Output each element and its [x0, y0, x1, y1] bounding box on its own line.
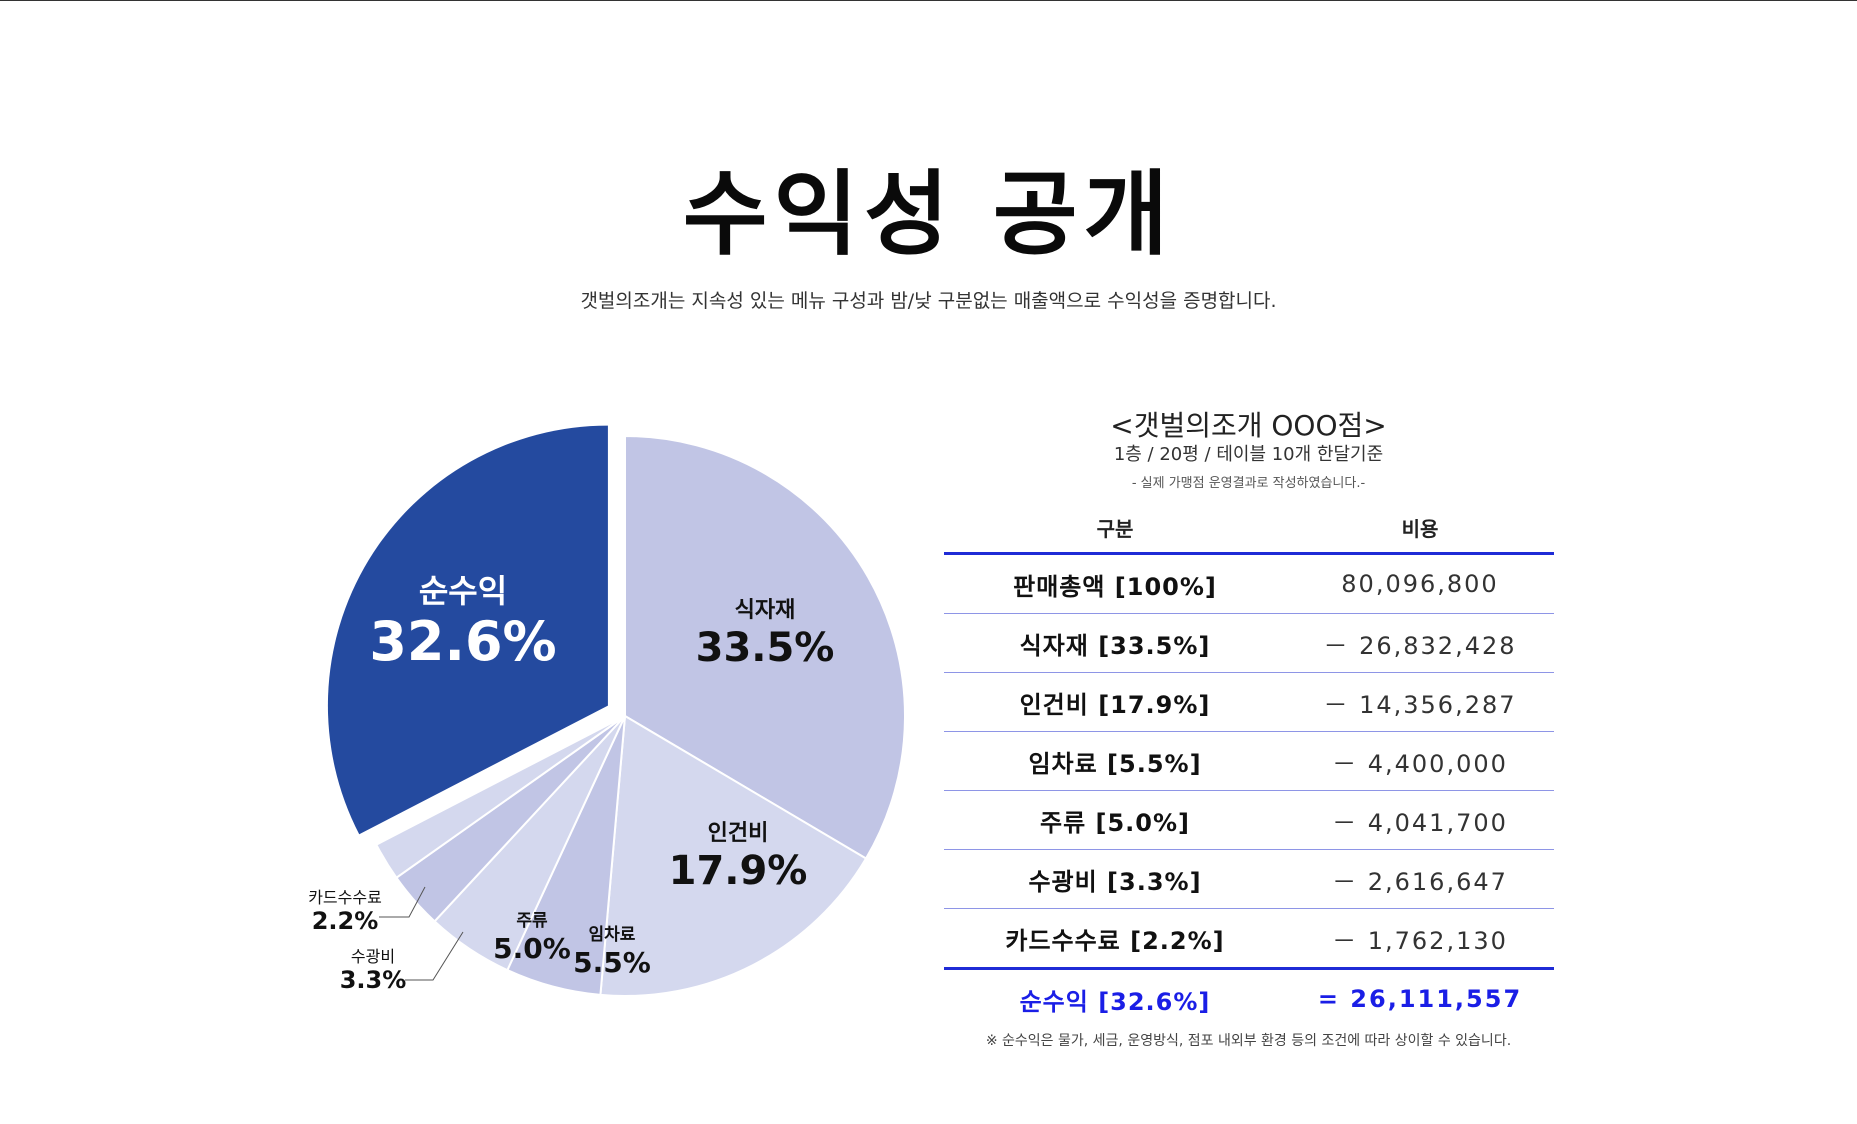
callout-line — [379, 886, 426, 918]
table-row: 수광비 [3.3%] － 2,616,647 — [944, 849, 1554, 909]
pie-slice — [327, 425, 608, 835]
column-header-amount: 비용 — [1286, 512, 1554, 555]
slice-label: 인건비 — [708, 821, 769, 846]
row-amount: － 4,400,000 — [1286, 731, 1554, 791]
slice-value-label: 5.0% — [493, 932, 571, 965]
slice-label: 순수익 — [419, 572, 507, 610]
total-row: 순수익 [32.6%] = 26,111,557 — [944, 969, 1554, 1029]
table-row: 카드수수료 [2.2%] － 1,762,130 — [944, 908, 1554, 970]
store-name: <갯벌의조개 OOO점> — [1110, 409, 1387, 442]
store-note: - 실제 가맹점 운영결과로 작성하였습니다.- — [1131, 476, 1366, 491]
column-header-category: 구분 — [944, 512, 1286, 555]
row-category: 인건비 [17.9%] — [944, 672, 1286, 732]
slice-value-label: 5.5% — [573, 946, 651, 979]
total-amount: = 26,111,557 — [1317, 985, 1523, 1013]
slice-label: 주류 — [516, 911, 548, 931]
pie-slice — [599, 714, 868, 997]
total-category: 순수익 [32.6%] — [1019, 987, 1211, 1016]
slice-label: 카드수수료 — [308, 888, 382, 907]
row-category: 판매총액 [100%] — [944, 553, 1286, 614]
table-row: 인건비 [17.9%] － 14,356,287 — [944, 672, 1554, 732]
table-row: 임차료 [5.5%] － 4,400,000 — [944, 731, 1554, 791]
pie-slice — [374, 715, 626, 880]
top-rule — [0, 0, 1857, 1]
row-amount: 80,096,800 — [1286, 553, 1554, 614]
row-amount: － 14,356,287 — [1286, 672, 1554, 732]
table-row: 식자재 [33.5%] － 26,832,428 — [944, 613, 1554, 673]
table-row: 판매총액 [100%] 80,096,800 — [944, 553, 1554, 614]
row-category: 주류 [5.0%] — [944, 790, 1286, 850]
slice-label: 식자재 — [735, 598, 796, 623]
row-category: 수광비 [3.3%] — [944, 849, 1286, 909]
slice-value-label: 3.3% — [340, 966, 407, 994]
slice-label: 임차료 — [589, 924, 636, 945]
row-category: 카드수수료 [2.2%] — [944, 908, 1286, 970]
row-amount: － 4,041,700 — [1286, 790, 1554, 850]
page-title: 수익성 공개 — [682, 160, 1175, 268]
row-amount: － 2,616,647 — [1286, 849, 1554, 909]
row-category: 임차료 [5.5%] — [944, 731, 1286, 791]
row-amount: － 26,832,428 — [1286, 613, 1554, 673]
slice-value-label: 17.9% — [669, 848, 808, 894]
row-category: 식자재 [33.5%] — [944, 613, 1286, 673]
slice-value-label: 32.6% — [369, 610, 556, 673]
profit-table: 구분 비용 판매총액 [100%] 80,096,800 식자재 [33.5%]… — [944, 512, 1554, 1028]
store-info: 1층 / 20평 / 테이블 10개 한달기준 — [1113, 444, 1384, 465]
callout-line — [405, 931, 464, 981]
page-subtitle: 갯벌의조개는 지속성 있는 메뉴 구성과 밤/낮 구분없는 매출액으로 수익성을… — [580, 290, 1277, 312]
table-header-row: 구분 비용 — [944, 512, 1554, 555]
footnote: ※ 순수익은 물가, 세금, 운영방식, 점포 내외부 환경 등의 조건에 따라… — [985, 1033, 1512, 1049]
table-row: 주류 [5.0%] － 4,041,700 — [944, 790, 1554, 850]
slice-label: 수광비 — [351, 947, 395, 966]
slice-value-label: 2.2% — [312, 907, 379, 935]
pie-slice — [624, 434, 906, 860]
row-amount: － 1,762,130 — [1286, 908, 1554, 970]
slice-value-label: 33.5% — [696, 625, 835, 671]
